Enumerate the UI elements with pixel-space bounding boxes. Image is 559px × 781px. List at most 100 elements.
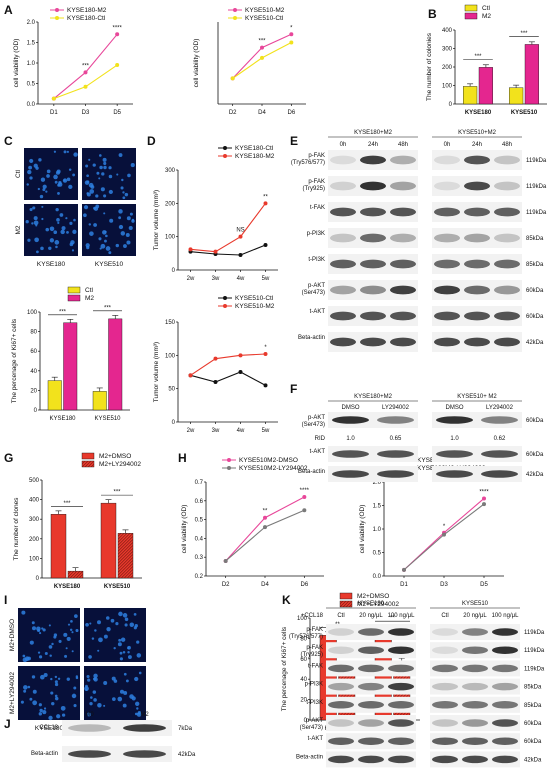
blot-band: [464, 259, 490, 269]
kda-label: 42kDa: [178, 752, 196, 758]
blot-band: [390, 207, 416, 217]
hatch-line: [169, 533, 214, 578]
panel-label-f: F: [290, 382, 297, 396]
blot-band: [462, 755, 488, 764]
hatch-line: [68, 571, 72, 575]
nucleus-dot: [102, 157, 107, 162]
data-point: [230, 76, 235, 81]
legend-marker: [223, 304, 227, 308]
x-tick-label: D1: [50, 110, 58, 116]
x-tick-label: D5: [113, 110, 121, 116]
micrograph-tile: [18, 666, 80, 720]
y-tick-label: 1.0: [27, 61, 36, 67]
nucleus-dot: [23, 689, 27, 693]
blot-band: [390, 285, 416, 295]
hatch-line: [139, 533, 184, 578]
blot-header: KYSE180: [358, 601, 385, 607]
legend-marker: [223, 296, 227, 300]
lane-label: M0: [85, 712, 94, 718]
legend-label: KYSE510-M2: [245, 7, 285, 14]
legend-label: KYSE510-M2: [235, 303, 275, 310]
blot-row-label: (Try925): [303, 186, 325, 192]
bar-chart-g: 0 100 200 300 400 500 The number of clones KYSE…: [13, 452, 214, 590]
y-axis-label: Tumor volume (mm³): [153, 342, 160, 402]
nucleus-dot: [48, 624, 51, 627]
x-tick-label: D2: [222, 582, 230, 588]
hatch-line: [118, 535, 133, 552]
hatch-line: [118, 550, 133, 567]
blot-header: KYSE510+ M2: [457, 394, 497, 400]
nucleus-dot: [39, 708, 43, 713]
blot-band: [360, 311, 386, 321]
blot-band: [358, 755, 384, 764]
blot-band: [360, 259, 386, 269]
significance-label: **: [263, 509, 268, 515]
nucleus-dot: [136, 712, 142, 717]
x-tick-label: 3w: [212, 276, 220, 282]
nucleus-dot: [43, 707, 47, 710]
data-point: [263, 525, 267, 530]
legend-label: KYSE180-Ctl: [235, 145, 274, 152]
nucleus-dot: [73, 152, 78, 157]
nucleus-dot: [37, 187, 41, 191]
y-tick-label: 100: [165, 235, 176, 241]
blot-band: [434, 233, 460, 243]
blot-band: [494, 311, 520, 321]
hatch-line: [118, 533, 133, 549]
data-point: [51, 96, 56, 101]
lane-label: Ctl: [337, 613, 344, 619]
nucleus-dot: [65, 217, 68, 220]
nucleus-dot: [124, 192, 129, 197]
legend-marker: [55, 16, 59, 20]
data-point: [213, 356, 218, 361]
nucleus-dot: [73, 218, 76, 222]
legend-label: M2+DMSO: [99, 453, 131, 460]
significance-label: ***: [59, 309, 67, 315]
blot-header: KYSE510: [462, 601, 489, 607]
blot-band: [328, 682, 354, 691]
x-tick-label: D3: [440, 582, 448, 588]
hatch-line: [82, 461, 86, 465]
data-point: [213, 249, 218, 254]
legend-swatch: [81, 452, 95, 460]
blot-band: [328, 755, 354, 764]
nucleus-dot: [86, 245, 90, 250]
data-point: [188, 247, 193, 252]
line-chart-a1: 0.0 0.5 1.0 1.5 2.0 cell viability (OD) D1 D3 D5…: [13, 7, 133, 116]
legend-marker: [227, 458, 231, 462]
y-tick-label: 80: [300, 636, 307, 642]
nucleus-dot: [61, 226, 66, 231]
y-axis-label: The number of colonies: [426, 32, 433, 101]
nucleus-dot: [34, 237, 39, 243]
blot-row-label: p-FAK: [306, 645, 323, 651]
blot-row-label: Beta-actin: [296, 754, 323, 760]
x-tick-label: 5w: [262, 276, 270, 282]
hatch-pattern: [118, 533, 214, 579]
kda-label: 119kDa: [524, 648, 545, 654]
data-point: [263, 352, 268, 356]
y-tick-label: 1.5: [27, 41, 36, 47]
nucleus-dot: [105, 616, 110, 620]
blot-band: [434, 155, 460, 165]
nucleus-dot: [71, 693, 77, 699]
blot-band: [358, 737, 384, 745]
legend-label: KYSE510M2-LY294002: [239, 465, 308, 472]
significance-label: NS: [236, 228, 244, 234]
nucleus-dot: [60, 705, 66, 711]
blot-row-label: t-PI3K: [306, 700, 323, 706]
bar: [478, 67, 494, 105]
nucleus-dot: [125, 679, 129, 683]
nucleus-dot: [103, 681, 108, 685]
micrograph-col-label: KYSE510: [95, 261, 124, 268]
nucleus-dot: [117, 696, 123, 702]
hatch-line: [345, 601, 352, 607]
nucleus-dot: [127, 645, 131, 650]
hatch-line: [82, 461, 89, 467]
blot-band: [332, 450, 369, 458]
nucleus-dot: [73, 704, 77, 708]
nucleus-dot: [102, 230, 107, 235]
y-tick-label: 100: [29, 556, 40, 562]
nucleus-dot: [51, 701, 55, 706]
nucleus-dot: [86, 180, 90, 184]
hatch-line: [118, 533, 128, 543]
